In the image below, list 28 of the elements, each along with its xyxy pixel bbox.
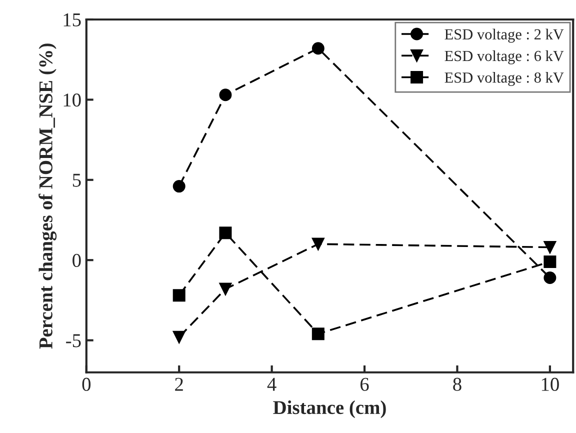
point — [544, 271, 556, 284]
point — [544, 255, 556, 268]
x-tick-label: 0 — [82, 378, 91, 391]
point — [312, 238, 324, 250]
point — [219, 226, 232, 240]
point — [544, 241, 556, 254]
legend-label: ESD voltage : 6 kV — [444, 50, 564, 64]
point — [172, 289, 186, 302]
legend-label: ESD voltage : 8 kV — [444, 72, 564, 86]
legend-label: ESD voltage : 2 kV — [444, 28, 564, 43]
point — [312, 328, 324, 340]
x-tick-label: 4 — [267, 378, 276, 391]
y-tick-label: 15 — [64, 13, 81, 26]
point — [172, 330, 186, 344]
point — [172, 180, 186, 193]
point — [219, 282, 232, 296]
x-tick-label: 6 — [360, 378, 369, 391]
point — [312, 42, 324, 55]
y-axis-title: Percent changes of NORM_NSE (%) — [38, 44, 57, 349]
point — [219, 88, 232, 102]
x-tick-label: 2 — [175, 378, 183, 391]
x-tick-label: 10 — [542, 378, 559, 391]
y-tick-label: 0 — [72, 254, 81, 268]
y-tick-label: -5 — [66, 334, 81, 348]
y-tick-label: 5 — [72, 174, 81, 187]
y-tick-label: 10 — [64, 94, 81, 107]
x-axis-title: Distance (cm) — [273, 400, 386, 418]
x-tick-label: 8 — [453, 378, 462, 391]
